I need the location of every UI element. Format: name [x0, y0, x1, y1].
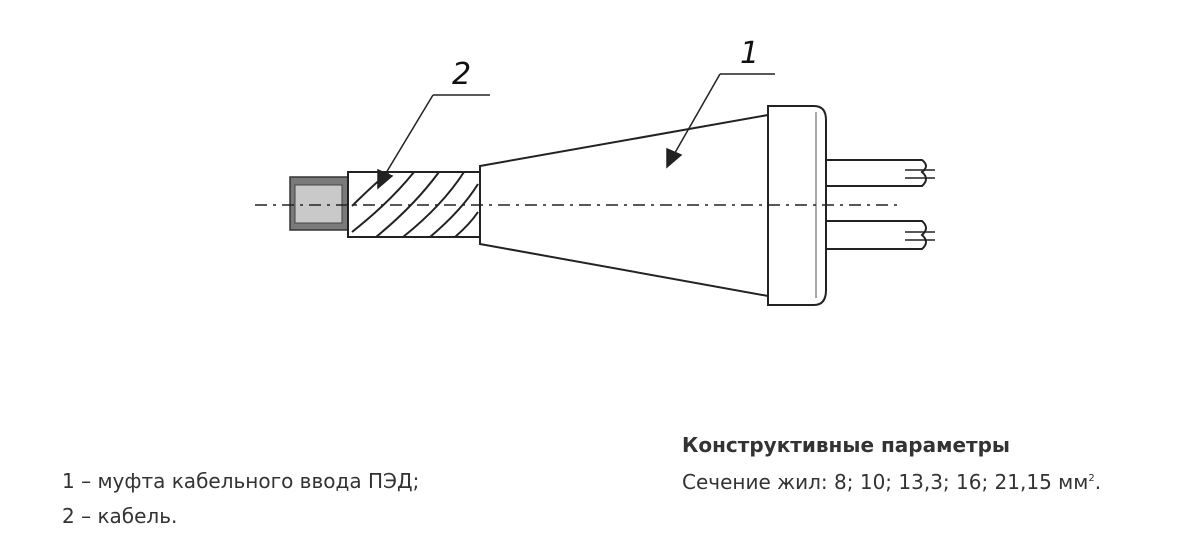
legend-item-1: 1 – муфта кабельного ввода ПЭД; — [62, 469, 420, 493]
leader-line-2 — [377, 94, 490, 190]
leader-line-1 — [666, 73, 775, 169]
cross-section-suffix: . — [1094, 470, 1102, 494]
legend: 1 – муфта кабельного ввода ПЭД; 2 – кабе… — [62, 464, 419, 534]
parameters-cross-section: Сечение жил: 8; 10; 13,3; 16; 21,15 мм2. — [682, 462, 1101, 499]
unit-superscript: 2 — [1088, 473, 1095, 484]
cable-conductor-end — [289, 176, 351, 231]
cross-section-text: Сечение жил: 8; 10; 13,3; 16; 21,15 мм — [682, 470, 1089, 494]
callout-number-1: 1 — [740, 36, 759, 71]
connector-pins — [825, 159, 935, 250]
parameters-title: Конструктивные параметры — [682, 433, 1011, 457]
legend-item-2: 2 – кабель. — [62, 504, 178, 528]
design-parameters: Конструктивные параметры Сечение жил: 8;… — [682, 428, 1101, 499]
callout-number-2: 2 — [452, 57, 471, 92]
